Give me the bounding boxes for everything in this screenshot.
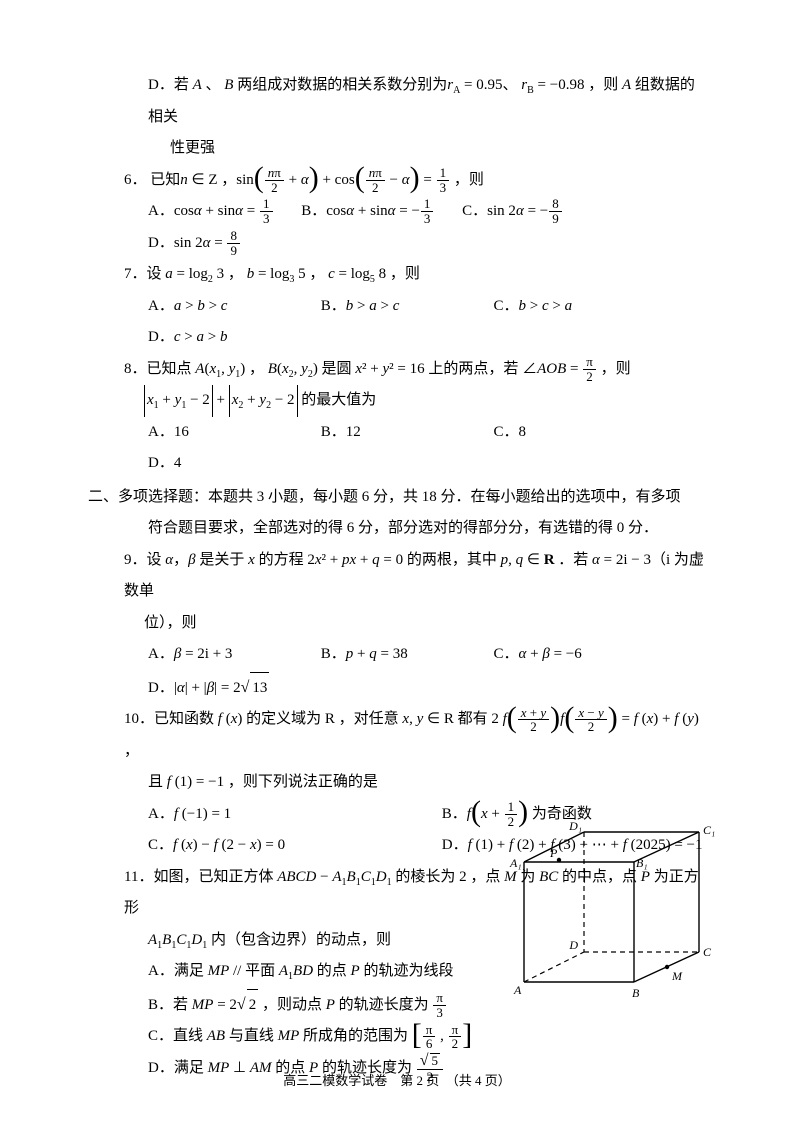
q9-stem-2: 位），则 <box>88 608 706 640</box>
svg-text:M: M <box>671 969 683 983</box>
q6-options: A．cosα + sinα = 13 B．cosα + sinα = −13 C… <box>88 196 706 259</box>
q6-stem: 6． 已知n ∈ Z ，sin(nπ2 + α) + cos(nπ2 − α) … <box>88 165 706 197</box>
q8-stem-2: x1 + y1 − 2 + x2 + y2 − 2 的最大值为 <box>88 385 706 417</box>
svg-text:A: A <box>513 983 522 997</box>
svg-text:C₁: C₁ <box>703 823 715 837</box>
q11-option-a: A．满足 MP // 平面 A1BD 的点 P 的轨迹为线段 <box>88 956 538 988</box>
section2-heading: 二、多项选择题：本题共 3 小题，每小题 6 分，共 18 分．在每小题给出的选… <box>88 482 706 514</box>
cube-diagram: D₁ C₁ A₁ B₁ P D C A B M <box>504 822 719 1035</box>
q5-option-d-line1: D．若 A 、 B 两组成对数据的相关系数分别为rA = 0.95、 rB = … <box>88 70 706 133</box>
q11-option-b: B．若 MP = 2√2 ，则动点 P 的轨迹长度为 π3 <box>88 988 538 1022</box>
q10-stem-2: 且 f (1) = −1 ，则下列说法正确的是 <box>88 767 706 799</box>
page-footer: 高三二模数学试卷 第 2 页 （共 4 页） <box>0 1067 794 1094</box>
q9-stem-1: 9．设 α，β 是关于 x 的方程 2x² + px + q = 0 的两根，其… <box>88 545 706 608</box>
svg-text:D: D <box>568 938 578 952</box>
q9-options: A．β = 2i + 3 B．p + q = 38 C．α + β = −6 D… <box>88 639 706 704</box>
svg-text:D₁: D₁ <box>568 822 582 833</box>
q8-options: A．16 B．12 C．8 D．4 <box>88 417 706 480</box>
svg-text:B: B <box>632 986 640 1000</box>
q10-stem-1: 10．已知函数 f (x) 的定义域为 R ，对任意 x, y ∈ R 都有 2… <box>88 704 706 767</box>
q8-stem-1: 8．已知点 A(x1, y1) ， B(x2, y2) 是圆 x² + y² =… <box>88 354 706 386</box>
svg-text:P: P <box>549 846 558 860</box>
q7-stem: 7．设 a = log2 3 ， b = log3 5 ， c = log5 8… <box>88 259 706 291</box>
svg-text:A₁: A₁ <box>509 856 522 870</box>
q5-option-d-line2: 性更强 <box>88 133 706 165</box>
svg-text:B₁: B₁ <box>636 856 648 870</box>
q7-options: A．a > b > c B．b > a > c C．b > c > a D．c … <box>88 291 706 354</box>
section2-desc2: 符合题目要求，全部选对的得 6 分，部分选对的得部分分，有选错的得 0 分． <box>88 513 706 545</box>
svg-text:C: C <box>703 945 712 959</box>
q11-option-c: C．直线 AB 与直线 MP 所成角的范围为 [π6 , π2] <box>88 1021 538 1053</box>
